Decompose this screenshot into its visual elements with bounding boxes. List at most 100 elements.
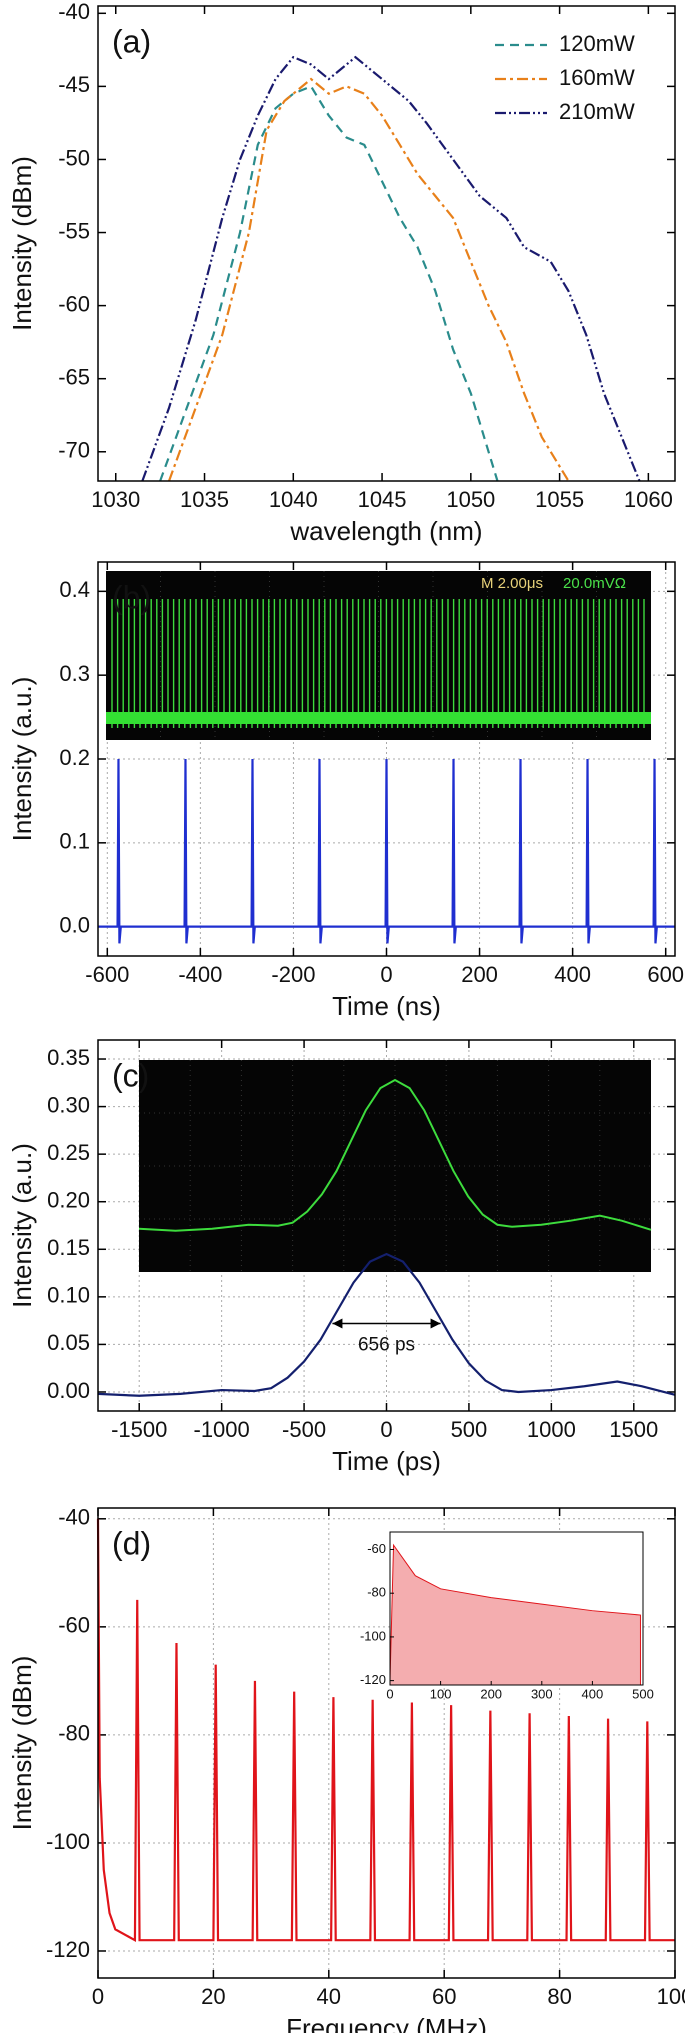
data-line: [141, 55, 641, 482]
data-line: [97, 1252, 676, 1397]
plot-frame: [97, 561, 676, 957]
plot-frame: [97, 1039, 676, 1412]
y-tick-label: 0.35: [47, 1045, 90, 1070]
x-tick-label: 200: [461, 962, 498, 987]
y-tick-label: -60: [58, 291, 90, 316]
x-tick-label: 1030: [91, 487, 140, 512]
x-tick-label: 40: [317, 1984, 341, 2009]
y-tick-label: 0.0: [59, 912, 90, 937]
y-tick-label: 0.2: [59, 745, 90, 770]
x-tick-label: 0: [92, 1984, 104, 2009]
inset-x-tick-label: 400: [582, 1686, 604, 1701]
y-tick-label: 0.15: [47, 1235, 90, 1260]
data-line: [98, 758, 675, 944]
legend-label: 120mW: [559, 31, 635, 56]
inset-x-tick-label: 0: [386, 1686, 393, 1701]
y-axis-title: Intensity (a.u.): [7, 1143, 37, 1308]
x-tick-label: 80: [547, 1984, 571, 2009]
panel-label: (c): [112, 1057, 149, 1093]
plot-frame: [97, 1507, 676, 1979]
x-tick-label: 1035: [180, 487, 229, 512]
y-axis-title: Intensity (a.u.): [7, 677, 37, 842]
scope-trace: [138, 1078, 652, 1232]
x-axis-title: wavelength (nm): [289, 516, 482, 546]
data-line: [167, 77, 570, 482]
scope-label: 20.0mVΩ: [563, 575, 626, 592]
y-tick-label: -55: [58, 218, 90, 243]
legend-label: 160mW: [559, 65, 635, 90]
data-line: [159, 85, 499, 482]
y-tick-label: -65: [58, 365, 90, 390]
chart-panel: 1030 1035 1040 1045 1050 1055 1060 -70 -65 -60 -55…: [7, 0, 676, 546]
inset-x-tick-label: 100: [430, 1686, 452, 1701]
scope-baseline: [106, 712, 651, 724]
y-tick-label: -60: [58, 1613, 90, 1638]
y-tick-label: -40: [58, 0, 90, 24]
x-tick-label: 500: [451, 1417, 488, 1442]
y-tick-label: 0.20: [47, 1188, 90, 1213]
x-axis-title: Time (ns): [332, 991, 441, 1021]
x-tick-label: -400: [178, 962, 222, 987]
inset-y-tick-label: -60: [367, 1541, 386, 1556]
y-tick-label: 0.00: [47, 1378, 90, 1403]
y-axis-title: Intensity (dBm): [7, 156, 37, 331]
x-tick-label: 20: [201, 1984, 225, 2009]
x-axis-title: Frequency (MHz): [286, 2013, 487, 2033]
x-tick-label: -1000: [194, 1417, 250, 1442]
y-tick-label: -80: [58, 1721, 90, 1746]
scope-trace: [111, 599, 645, 728]
x-tick-label: 1000: [527, 1417, 576, 1442]
x-tick-label: 100: [657, 1984, 685, 2009]
scope-label: M 2.00μs: [481, 575, 543, 592]
chart-panel: -600 -400 -200 0 200 400 600 0.0 0.1 0.2 0.3 0.4 M 2…: [7, 561, 684, 1021]
inset-background: [390, 1532, 643, 1685]
x-tick-label: 1050: [446, 487, 495, 512]
chart-panel: -1500 -1000 -500 0 500 1000 1500 0.00 0.05 0.10 0.…: [7, 1039, 676, 1476]
plot-frame: [97, 5, 676, 482]
y-tick-label: -70: [58, 438, 90, 463]
x-tick-label: 60: [432, 1984, 456, 2009]
inset-y-tick-label: -80: [367, 1585, 386, 1600]
annotation-label: 656 ps: [358, 1334, 415, 1355]
legend-label: 210mW: [559, 99, 635, 124]
x-tick-label: 1045: [358, 487, 407, 512]
x-tick-label: -600: [85, 962, 129, 987]
x-tick-label: 1040: [269, 487, 318, 512]
y-tick-label: 0.1: [59, 829, 90, 854]
inset-y-tick-label: -100: [360, 1628, 386, 1643]
x-tick-label: 1500: [609, 1417, 658, 1442]
y-tick-label: 0.05: [47, 1330, 90, 1355]
x-tick-label: 1055: [535, 487, 584, 512]
x-tick-label: -500: [282, 1417, 326, 1442]
y-tick-label: 0.25: [47, 1140, 90, 1165]
y-tick-label: 0.10: [47, 1283, 90, 1308]
arrow-head: [430, 1318, 441, 1329]
x-tick-label: 0: [380, 962, 392, 987]
x-tick-label: 0: [380, 1417, 392, 1442]
inset-x-tick-label: 500: [632, 1686, 654, 1701]
y-tick-label: 0.30: [47, 1092, 90, 1117]
panel-label: (a): [112, 23, 151, 59]
arrow-head: [332, 1318, 343, 1329]
panel-label: (d): [112, 1525, 151, 1561]
y-axis-title: Intensity (dBm): [7, 1656, 37, 1831]
x-tick-label: 600: [647, 962, 684, 987]
data-line: [96, 1518, 675, 1943]
y-tick-label: -120: [46, 1937, 90, 1962]
panel-label: (b): [112, 579, 151, 615]
inset-x-tick-label: 300: [531, 1686, 553, 1701]
chart-panel: 0 20 40 60 80 100 -120 -100 -80 -60 -40 0 100 200 300 4…: [7, 1505, 685, 2033]
inset-frame: [389, 1531, 644, 1686]
x-tick-label: 1060: [624, 487, 673, 512]
y-tick-label: 0.3: [59, 661, 90, 686]
y-tick-label: -40: [58, 1505, 90, 1530]
y-tick-label: -45: [58, 72, 90, 97]
y-tick-label: -100: [46, 1829, 90, 1854]
inset-x-tick-label: 200: [480, 1686, 502, 1701]
y-tick-label: -50: [58, 145, 90, 170]
x-tick-label: -1500: [111, 1417, 167, 1442]
inset-y-tick-label: -120: [360, 1672, 386, 1687]
x-axis-title: Time (ps): [332, 1446, 441, 1476]
y-tick-label: 0.4: [59, 577, 90, 602]
